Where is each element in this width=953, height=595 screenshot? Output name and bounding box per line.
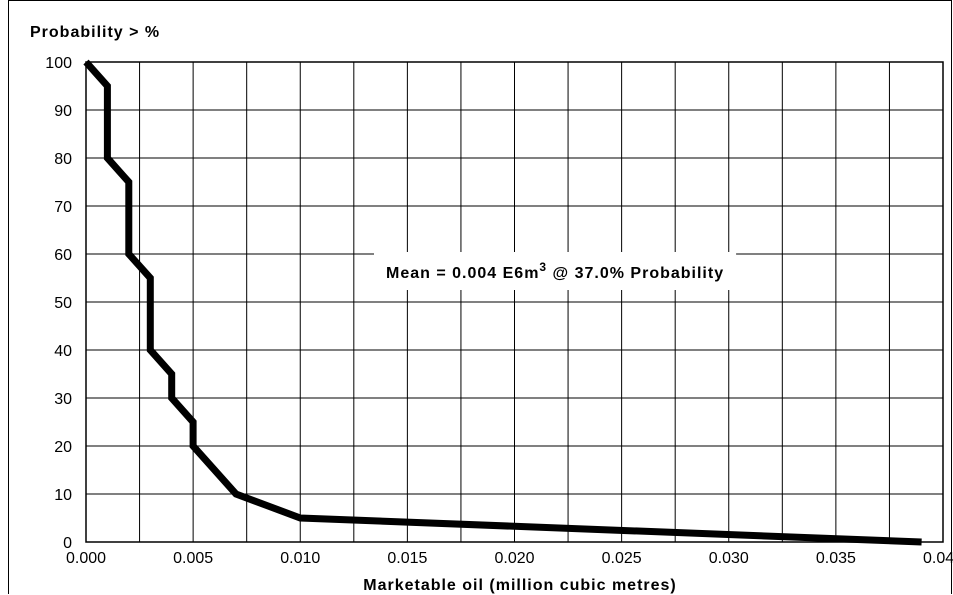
x-tick-label: 0.025 (602, 550, 642, 567)
x-tick-label: 0.020 (494, 550, 534, 567)
y-tick-label: 90 (54, 103, 72, 120)
x-tick-label: 0.035 (816, 550, 856, 567)
y-tick-label: 100 (45, 55, 72, 72)
y-tick-label: 80 (54, 151, 72, 168)
y-tick-label: 40 (54, 343, 72, 360)
annotation-superscript: 3 (539, 260, 547, 274)
annotation-text: Mean = 0.004 E6m3 @ 37.0% Probability (386, 260, 724, 282)
x-tick-label: 0.030 (709, 550, 749, 567)
x-axis-title: Marketable oil (million cubic metres) (363, 577, 677, 594)
annotation-suffix: @ 37.0% Probability (547, 265, 724, 282)
y-tick-label: 50 (54, 295, 72, 312)
annotation: Mean = 0.004 E6m3 @ 37.0% Probability (374, 252, 737, 290)
y-tick-label: 10 (54, 487, 72, 504)
annotation-main: Mean = 0.004 E6m (386, 265, 539, 282)
chart-frame (8, 0, 952, 594)
x-tick-label: 0.000 (66, 550, 106, 567)
y-tick-label: 20 (54, 439, 72, 456)
series-layer (83, 59, 922, 546)
x-tick-label: 0.010 (280, 550, 320, 567)
y-axis: 0 10 20 30 40 50 60 70 80 90 100 (45, 55, 72, 552)
series-line (83, 59, 922, 546)
x-tick-label: 0.015 (387, 550, 427, 567)
plot-area (85, 61, 944, 543)
y-axis-title: Probability > % (30, 24, 160, 41)
y-tick-label: 30 (54, 391, 72, 408)
y-tick-label: 60 (54, 247, 72, 264)
x-axis: 0.000 0.005 0.010 0.015 0.020 0.025 0.030 0.035… (66, 550, 953, 567)
y-tick-label: 70 (54, 199, 72, 216)
x-tick-label: 0.005 (173, 550, 213, 567)
x-tick-label: 0.040 (923, 550, 953, 567)
annotation-box (374, 252, 737, 290)
y-tick-label: 0 (63, 535, 72, 552)
